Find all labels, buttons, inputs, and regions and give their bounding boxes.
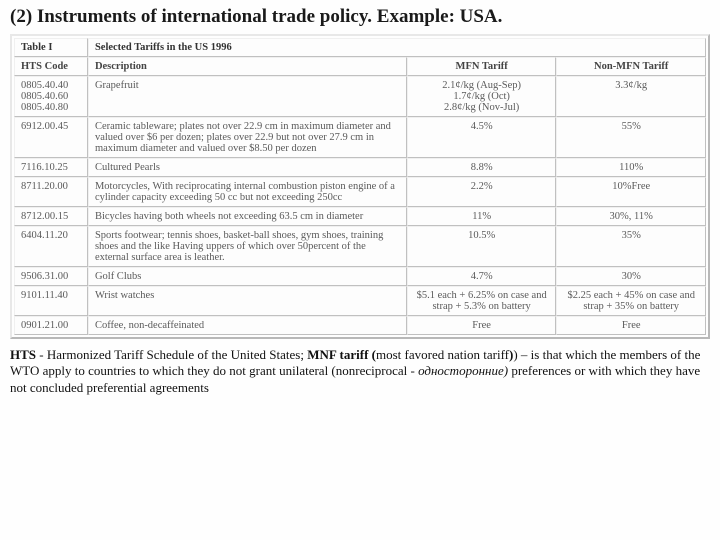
cell-desc: Cultured Pearls — [88, 158, 407, 177]
cell-mfn: $5.1 each + 6.25% on case and strap + 5.… — [407, 286, 557, 316]
cell-desc: Coffee, non-decaffeinated — [88, 316, 407, 335]
cell-non: 110% — [556, 158, 706, 177]
cell-non: 55% — [556, 117, 706, 158]
cell-code: 0901.21.00 — [14, 316, 88, 335]
table-caption-cell: Selected Tariffs in the US 1996 — [88, 38, 706, 57]
cell-non: 30% — [556, 267, 706, 286]
table-caption-row: Table I Selected Tariffs in the US 1996 — [14, 38, 706, 57]
table-row: 9101.11.40Wrist watches$5.1 each + 6.25%… — [14, 286, 706, 316]
footnote: HTS - Harmonized Tariff Schedule of the … — [10, 347, 710, 396]
cell-non: $2.25 each + 45% on case and strap + 35%… — [556, 286, 706, 316]
tariff-table-container: Table I Selected Tariffs in the US 1996 … — [10, 34, 710, 339]
table-label-cell: Table I — [14, 38, 88, 57]
cell-desc: Wrist watches — [88, 286, 407, 316]
cell-code: 9506.31.00 — [14, 267, 88, 286]
footnote-mnf-label: MNF tariff ( — [307, 347, 376, 362]
table-row: 6404.11.20Sports footwear; tennis shoes,… — [14, 226, 706, 267]
cell-non: 10%Free — [556, 177, 706, 207]
cell-code: 8711.20.00 — [14, 177, 88, 207]
cell-code: 9101.11.40 — [14, 286, 88, 316]
table-row: 0901.21.00Coffee, non-decaffeinatedFreeF… — [14, 316, 706, 335]
cell-desc: Motorcycles, With reciprocating internal… — [88, 177, 407, 207]
cell-mfn: 4.5% — [407, 117, 557, 158]
cell-mfn: 4.7% — [407, 267, 557, 286]
table-row: 0805.40.400805.40.600805.40.80Grapefruit… — [14, 76, 706, 117]
table-row: 8711.20.00Motorcycles, With reciprocatin… — [14, 177, 706, 207]
tariff-table: Table I Selected Tariffs in the US 1996 … — [14, 38, 706, 335]
cell-desc: Grapefruit — [88, 76, 407, 117]
footnote-hts-text: - Harmonized Tariff Schedule of the Unit… — [36, 347, 307, 362]
cell-code: 6404.11.20 — [14, 226, 88, 267]
col-header-non: Non-MFN Tariff — [556, 57, 706, 76]
cell-non: 3.3¢/kg — [556, 76, 706, 117]
col-header-code: HTS Code — [14, 57, 88, 76]
cell-mfn: 10.5% — [407, 226, 557, 267]
table-row: 7116.10.25Cultured Pearls8.8%110% — [14, 158, 706, 177]
cell-mfn: 8.8% — [407, 158, 557, 177]
table-header-row: HTS Code Description MFN Tariff Non-MFN … — [14, 57, 706, 76]
cell-non: 35% — [556, 226, 706, 267]
cell-mfn: 2.2% — [407, 177, 557, 207]
cell-non: 30%, 11% — [556, 207, 706, 226]
cell-code: 0805.40.400805.40.600805.40.80 — [14, 76, 88, 117]
footnote-mnf-text1: most favored nation tariff — [376, 347, 509, 362]
cell-non: Free — [556, 316, 706, 335]
footnote-hts-label: HTS — [10, 347, 36, 362]
col-header-mfn: MFN Tariff — [407, 57, 557, 76]
table-row: 9506.31.00Golf Clubs4.7%30% — [14, 267, 706, 286]
page-title: (2) Instruments of international trade p… — [10, 6, 710, 28]
cell-mfn: Free — [407, 316, 557, 335]
cell-mfn: 11% — [407, 207, 557, 226]
cell-code: 8712.00.15 — [14, 207, 88, 226]
cell-code: 6912.00.45 — [14, 117, 88, 158]
col-header-desc: Description — [88, 57, 407, 76]
cell-mfn: 2.1¢/kg (Aug-Sep)1.7¢/kg (Oct)2.8¢/kg (N… — [407, 76, 557, 117]
cell-desc: Sports footwear; tennis shoes, basket-ba… — [88, 226, 407, 267]
footnote-italic: односторонние) — [418, 363, 508, 378]
cell-desc: Bicycles having both wheels not exceedin… — [88, 207, 407, 226]
cell-desc: Golf Clubs — [88, 267, 407, 286]
table-row: 6912.00.45Ceramic tableware; plates not … — [14, 117, 706, 158]
cell-desc: Ceramic tableware; plates not over 22.9 … — [88, 117, 407, 158]
cell-code: 7116.10.25 — [14, 158, 88, 177]
table-row: 8712.00.15Bicycles having both wheels no… — [14, 207, 706, 226]
